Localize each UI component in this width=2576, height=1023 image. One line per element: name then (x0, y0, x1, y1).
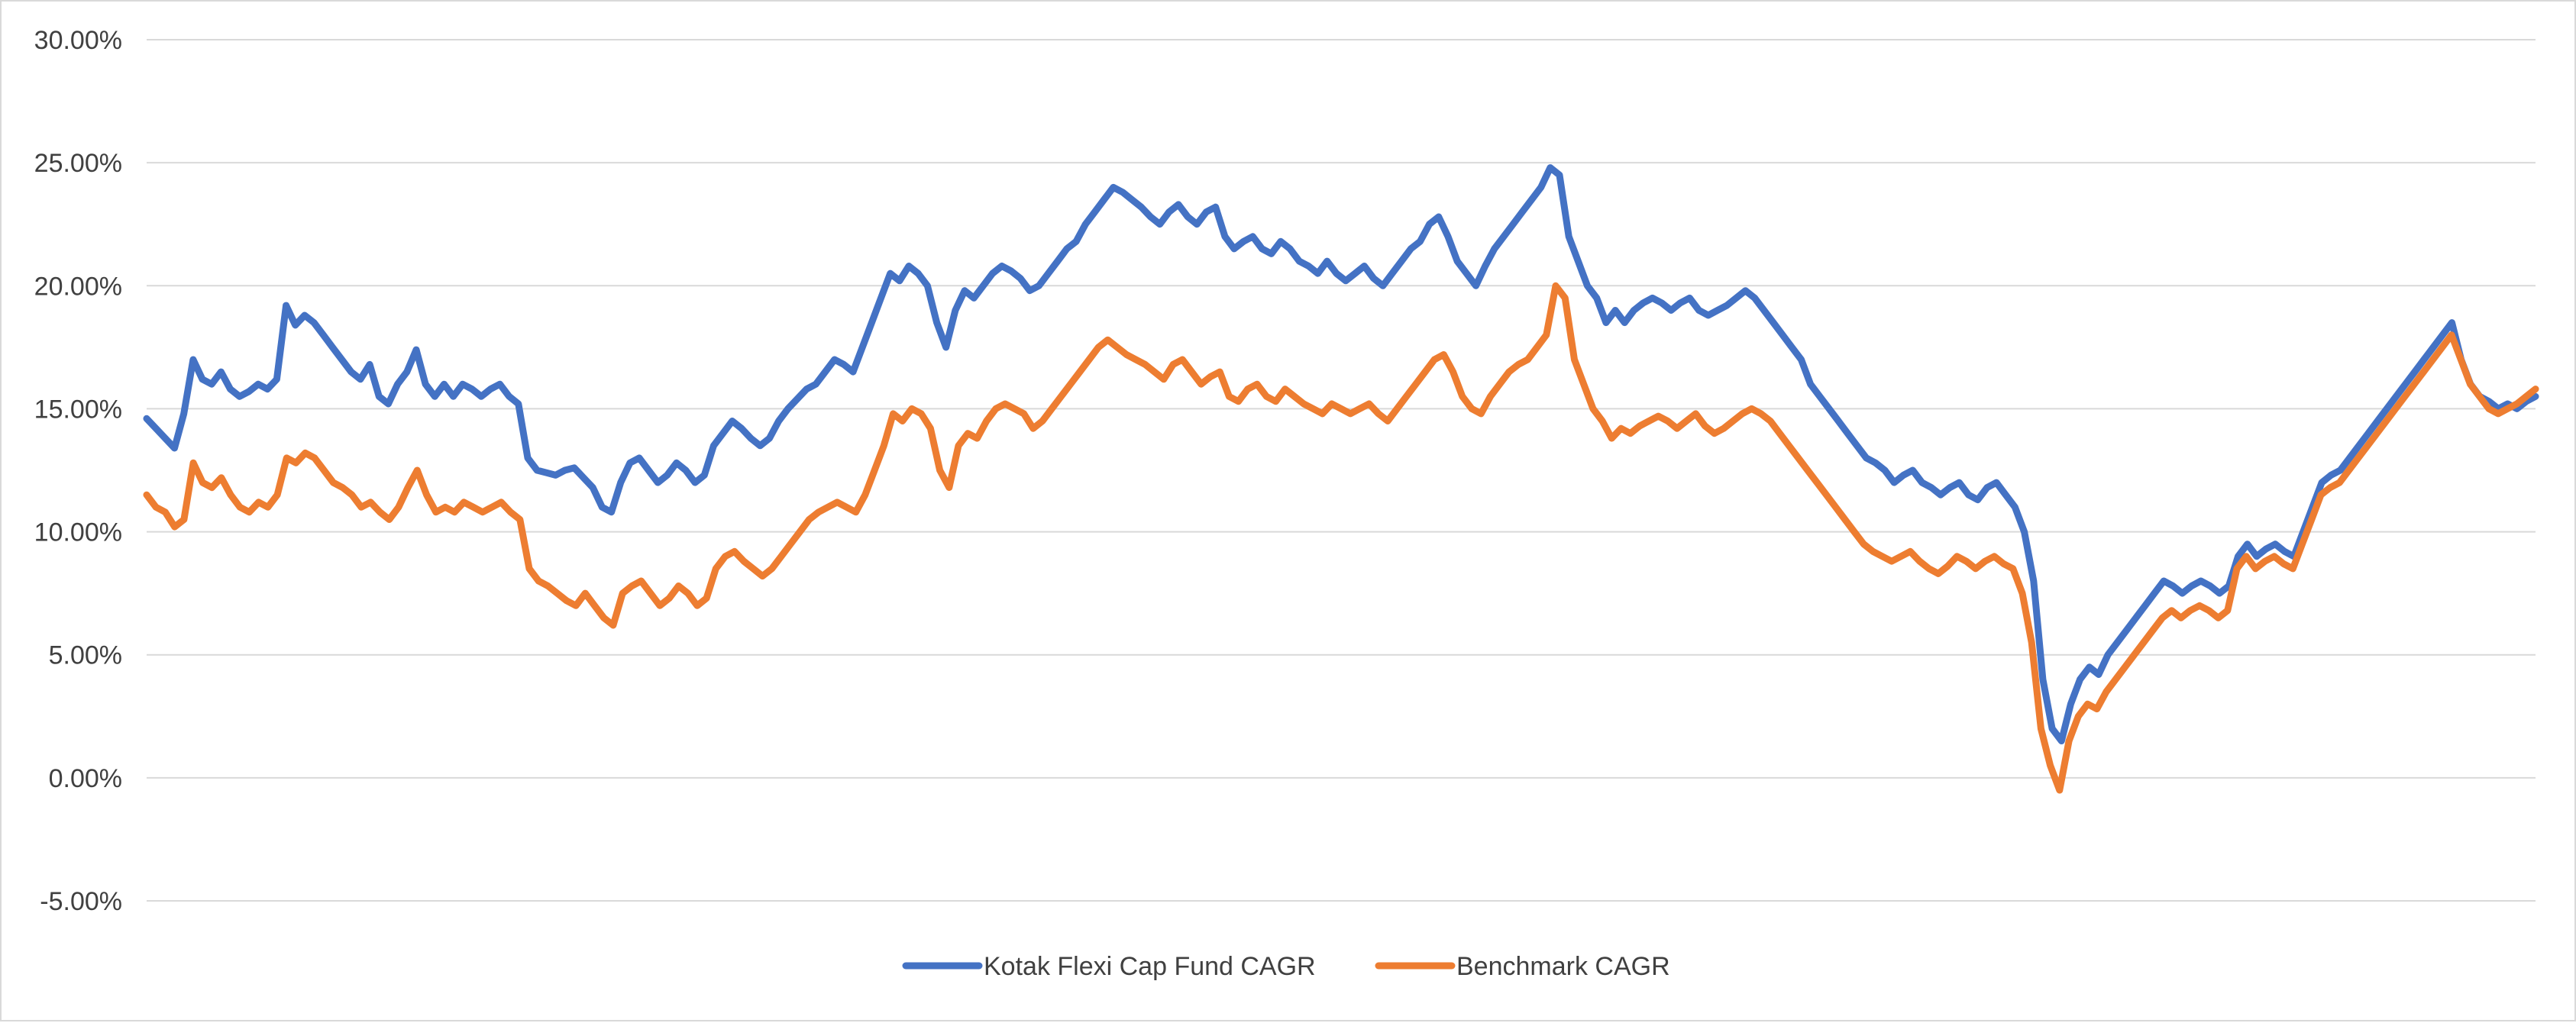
y-tick-label: 10.00% (34, 518, 122, 547)
series-line-fund (143, 164, 2539, 744)
legend-item-benchmark: Benchmark CAGR (1375, 952, 1670, 981)
y-tick-label: -5.00% (40, 887, 122, 916)
legend: Kotak Flexi Cap Fund CAGR Benchmark CAGR (902, 952, 1670, 981)
legend-label: Kotak Flexi Cap Fund CAGR (984, 952, 1316, 981)
series-lines (143, 164, 2539, 794)
y-tick-label: 5.00% (49, 641, 122, 670)
y-tick-label: 25.00% (34, 149, 122, 178)
legend-item-fund: Kotak Flexi Cap Fund CAGR (902, 952, 1316, 981)
series-line-benchmark (143, 282, 2539, 794)
y-tick-label: 0.00% (49, 764, 122, 793)
legend-label: Benchmark CAGR (1456, 952, 1670, 981)
y-tick-label: 20.00% (34, 272, 122, 301)
y-tick-label: 30.00% (34, 26, 122, 55)
gridlines (147, 39, 2536, 902)
y-axis-tick-labels: 30.00% 25.00% 20.00% 15.00% 10.00% 5.00% 0.00%… (34, 26, 122, 916)
y-tick-label: 15.00% (34, 395, 122, 424)
